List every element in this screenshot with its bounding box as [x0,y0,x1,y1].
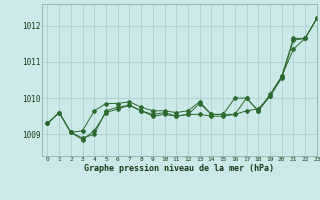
X-axis label: Graphe pression niveau de la mer (hPa): Graphe pression niveau de la mer (hPa) [84,164,274,173]
